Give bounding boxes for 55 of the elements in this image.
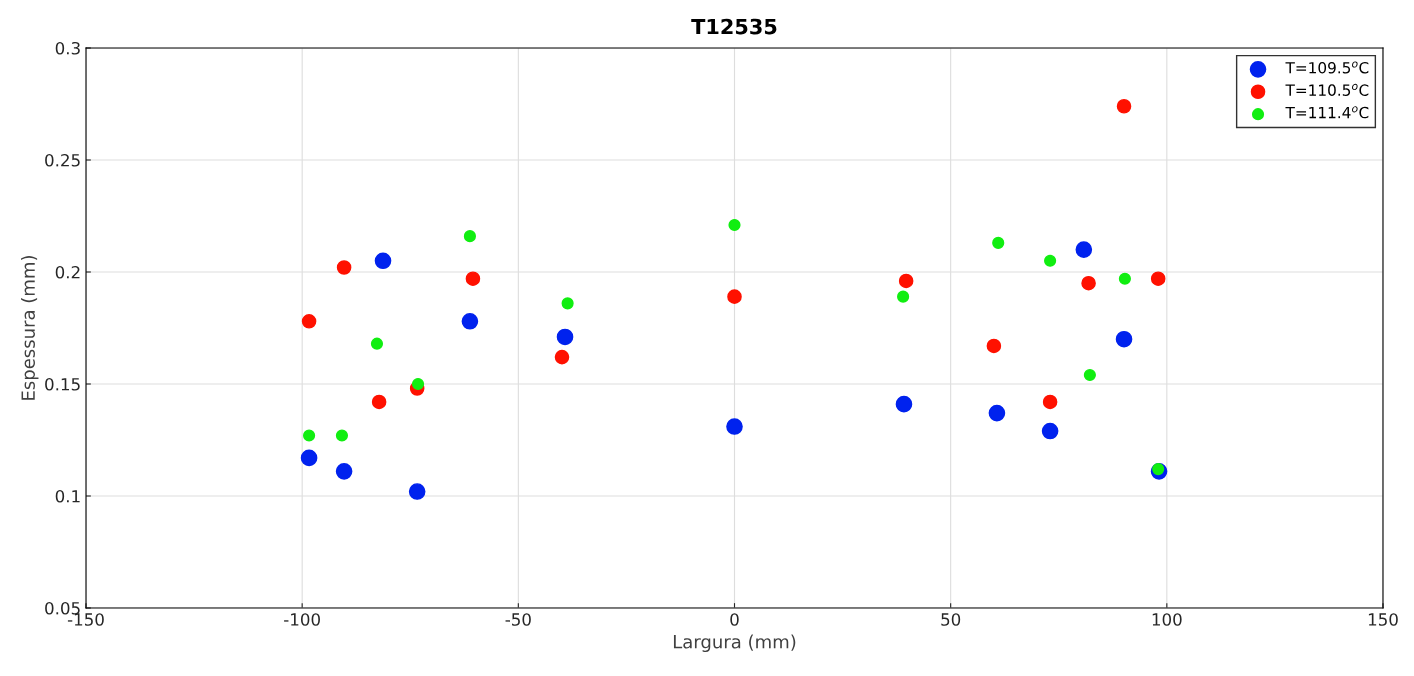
point [1118,272,1131,285]
y-tick-label: 0.15 [45,377,80,391]
point [895,395,913,413]
point [988,404,1006,422]
point [335,463,353,480]
x-tick-label: 100 [1152,613,1182,626]
point [1081,275,1096,291]
x-tick-label: 150 [1368,613,1398,626]
point [303,429,316,442]
point [1041,422,1059,440]
point [897,290,910,303]
legend-label: T=111.4$^{o}$C [1285,106,1369,119]
x-axis-title: Largura (mm) [673,634,796,653]
point [728,218,741,232]
point [461,312,479,330]
y-tick-label: 0.2 [55,265,80,279]
point [300,449,318,467]
point [374,252,392,270]
legend-label: T=109.5$^{o}$C [1285,61,1369,74]
point [465,271,481,287]
point [986,338,1002,354]
point [726,418,743,435]
point [370,337,384,350]
y-tick-label: 0.25 [45,153,80,167]
point [1075,241,1093,258]
point [1150,271,1166,287]
point [336,260,352,275]
point [992,236,1005,249]
point [463,230,476,243]
point [561,297,574,310]
point [556,328,574,346]
y-tick-label: 0.05 [45,601,80,615]
point [898,273,914,289]
x-tick-label: 0 [730,613,739,626]
point [301,313,317,329]
point [1042,394,1058,410]
x-tick-label: -100 [284,613,320,626]
x-tick-label: -50 [505,613,531,626]
point [408,483,426,500]
y-tick-label: 0.3 [55,41,80,55]
point [335,429,349,442]
point [1083,368,1096,382]
point [371,394,387,410]
point [1115,330,1133,348]
point [554,349,570,365]
chart-title: T12535 [691,18,777,35]
point [1044,254,1057,267]
x-tick-label: 50 [941,613,961,626]
point [727,289,742,304]
point [1116,98,1132,114]
y-tick-label: 0.1 [55,489,80,503]
y-axis-title: Espessura (mm) [21,255,39,400]
x-tick-label: -150 [67,613,104,626]
point [411,377,425,391]
legend-label: T=110.5$^{o}$C [1285,83,1369,96]
